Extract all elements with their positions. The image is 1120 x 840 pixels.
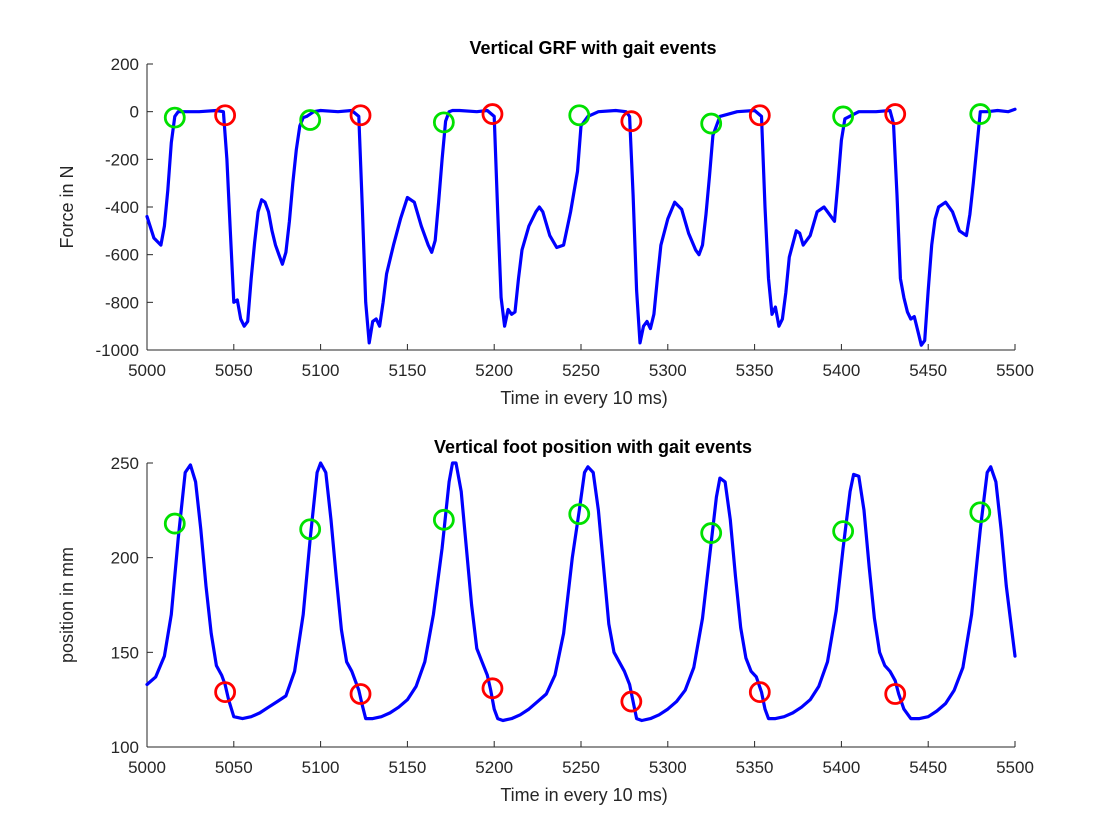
y-axis-label: position in mm (57, 547, 77, 663)
y-tick-label: -600 (105, 246, 139, 265)
x-tick-label: 5000 (128, 361, 166, 380)
green-event-marker (299, 518, 322, 541)
green-event-marker (832, 520, 855, 543)
green-event-marker (163, 106, 186, 129)
red-event-marker (884, 103, 907, 125)
red-event-marker (349, 683, 372, 705)
x-axis-label: Time in every 10 ms) (500, 785, 667, 805)
x-tick-label: 5100 (302, 758, 340, 777)
red-event-marker (620, 690, 643, 713)
x-tick-label: 5400 (822, 361, 860, 380)
chart-2: 5000 5050 5100 5150 5200 5250 5300 5350 5400 5450… (57, 437, 1034, 805)
y-tick-label: 250 (111, 454, 139, 473)
x-axis-label: Time in every 10 ms) (500, 388, 667, 408)
red-event-marker (214, 104, 237, 127)
green-event-marker (832, 105, 855, 128)
chart-title: Vertical foot position with gait events (434, 437, 752, 457)
x-tick-label: 5050 (215, 758, 253, 777)
x-tick-label: 5050 (215, 361, 253, 380)
green-event-marker (432, 508, 455, 531)
x-tick-label: 5250 (562, 361, 600, 380)
red-event-marker (748, 681, 771, 703)
green-event-marker (700, 112, 723, 135)
series-line-1 (145, 107, 1017, 347)
y-tick-label: 200 (111, 55, 139, 74)
x-tick-label: 5000 (128, 758, 166, 777)
x-tick-label: 5350 (736, 361, 774, 380)
x-tick-label: 5500 (996, 361, 1034, 380)
x-tick-label: 5450 (909, 758, 947, 777)
x-tick-label: 5200 (475, 758, 513, 777)
y-tick-label: -200 (105, 150, 139, 169)
y-tick-label: 150 (111, 643, 139, 662)
x-tick-label: 5400 (822, 758, 860, 777)
y-tick-label: 200 (111, 549, 139, 568)
x-tick-label: 5150 (388, 361, 426, 380)
green-event-marker (700, 522, 723, 544)
x-tick-label: 5300 (649, 758, 687, 777)
y-tick-label: -1000 (96, 341, 139, 360)
x-tick-label: 5150 (388, 758, 426, 777)
red-event-marker (620, 110, 643, 133)
y-tick-label: -800 (105, 293, 139, 312)
red-event-marker (884, 683, 907, 705)
green-event-marker (568, 104, 591, 127)
x-tick-label: 5500 (996, 758, 1034, 777)
plot-area (147, 463, 1015, 747)
red-event-marker (481, 677, 504, 700)
y-tick-label: 0 (130, 103, 139, 122)
green-event-marker (969, 501, 992, 524)
series-line-1 (145, 461, 1017, 723)
y-tick-label: 100 (111, 738, 139, 757)
green-event-marker (163, 512, 186, 535)
chart-1: 5000 5050 5100 5150 5200 5250 5300 5350 5400 5450… (57, 38, 1034, 408)
green-event-marker (969, 103, 992, 125)
x-tick-label: 5100 (302, 361, 340, 380)
x-tick-label: 5350 (736, 758, 774, 777)
x-tick-label: 5300 (649, 361, 687, 380)
green-event-marker (432, 111, 455, 134)
green-event-marker (299, 109, 322, 131)
red-event-marker (349, 104, 372, 127)
red-event-marker (748, 104, 771, 127)
x-tick-label: 5200 (475, 361, 513, 380)
y-tick-label: -400 (105, 198, 139, 217)
green-event-marker (568, 503, 591, 526)
y-axis-label: Force in N (57, 165, 77, 248)
x-tick-label: 5450 (909, 361, 947, 380)
red-event-marker (481, 103, 504, 125)
x-tick-label: 5250 (562, 758, 600, 777)
red-event-marker (214, 681, 237, 703)
chart-title: Vertical GRF with gait events (469, 38, 716, 58)
